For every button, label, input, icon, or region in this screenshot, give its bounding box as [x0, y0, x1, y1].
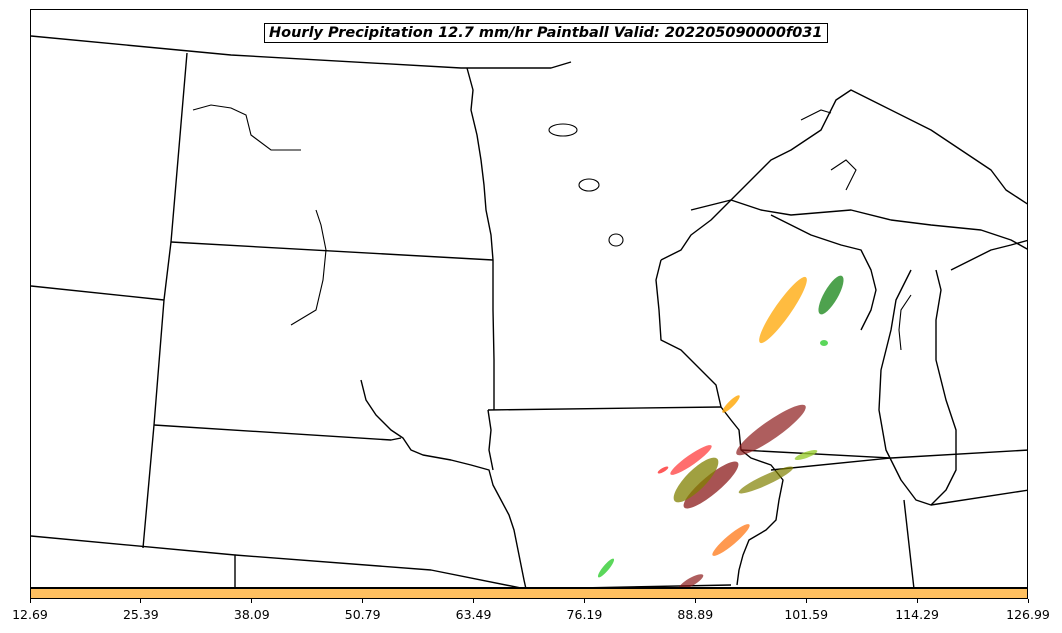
colorbar-tick-label: 25.39 — [122, 607, 159, 622]
isle-royale — [800, 109, 832, 121]
paintball-brown-3 — [678, 574, 704, 587]
lake-sakakawea — [290, 209, 327, 326]
colorbar-tick-mark — [362, 599, 364, 603]
water-features — [192, 104, 912, 351]
lower-border — [592, 584, 732, 587]
ks-ne-line — [234, 554, 520, 587]
lake-of-woods — [548, 123, 578, 137]
mississippi-river — [487, 409, 494, 471]
colorbar-ticks: 12.69 25.39 38.09 50.79 63.49 76.19 88.89 101.5… — [0, 599, 1062, 629]
fort-peck-lake — [192, 104, 301, 151]
colorbar-tick-mark — [29, 599, 31, 603]
paintball-orange-3 — [712, 524, 750, 556]
mn-ia-line — [487, 406, 722, 411]
map-title: Hourly Precipitation 12.7 mm/hr Paintbal… — [264, 23, 828, 43]
lower-michigan-east — [950, 239, 1027, 271]
mille-lacs — [608, 233, 624, 247]
colorbar-tick-mark — [583, 599, 585, 603]
paintball-brown-1 — [736, 404, 806, 456]
colorbar-tick-mark — [1027, 599, 1029, 603]
lake-nipigon — [830, 159, 857, 191]
colorbar-tick-label: 126.99 — [1006, 607, 1050, 622]
lake-superior-south — [660, 89, 1027, 261]
colorbar-tick-label: 50.79 — [344, 607, 381, 622]
state-boundaries — [31, 35, 1027, 587]
paintball-green-3 — [597, 558, 615, 578]
colorbar — [30, 588, 1028, 599]
colorbar-tick-mark — [251, 599, 253, 603]
colorbar-tick-label: 114.29 — [895, 607, 939, 622]
colorbar-tick-label: 88.89 — [677, 607, 714, 622]
colorbar-tick-mark — [694, 599, 696, 603]
map-canvas — [31, 35, 1027, 587]
green-bay — [898, 294, 912, 351]
canada-border — [31, 35, 572, 69]
paintball-olive-2 — [738, 466, 794, 494]
montana-dakota-line — [142, 52, 188, 549]
precip-paintballs — [597, 275, 844, 587]
paintball-orange-1 — [759, 276, 807, 344]
colorbar-tick-label: 12.69 — [12, 607, 48, 622]
wy-co-line — [31, 535, 236, 587]
paintball-olive-1 — [673, 457, 719, 503]
lake-michigan — [878, 269, 957, 506]
mississippi-east — [720, 406, 784, 586]
mn-wi-line — [655, 259, 722, 408]
map-panel: Hourly Precipitation 12.7 mm/hr Paintbal… — [30, 9, 1028, 588]
nd-sd-line — [170, 241, 494, 261]
paintball-orange-2 — [722, 395, 740, 413]
paintball-green-1 — [818, 275, 844, 315]
colorbar-tick-label: 101.59 — [784, 607, 829, 622]
paintball-brown-2 — [683, 461, 739, 509]
paintball-red-2 — [657, 466, 669, 474]
lake-superior-north — [690, 199, 1027, 250]
red-lake — [578, 178, 600, 192]
colorbar-tick-mark — [473, 599, 475, 603]
wy-mt-line — [31, 285, 165, 301]
red-river — [466, 67, 495, 410]
paintball-olive-3 — [794, 450, 818, 460]
ohio-line — [930, 489, 1027, 506]
indiana-west — [903, 499, 915, 587]
colorbar-tick-label: 63.49 — [455, 607, 492, 622]
sd-ne-line — [153, 424, 402, 441]
colorbar-tick-mark — [916, 599, 918, 603]
colorbar-tick-mark — [140, 599, 142, 603]
colorbar-tick-label: 38.09 — [233, 607, 270, 622]
missouri-river — [360, 379, 527, 587]
wi-mi-line — [770, 214, 877, 331]
paintball-red-1 — [670, 445, 712, 475]
colorbar-tick-mark — [805, 599, 807, 603]
paintball-green-2 — [820, 340, 828, 346]
wi-il-line — [740, 449, 892, 459]
colorbar-tick-label: 76.19 — [566, 607, 603, 622]
